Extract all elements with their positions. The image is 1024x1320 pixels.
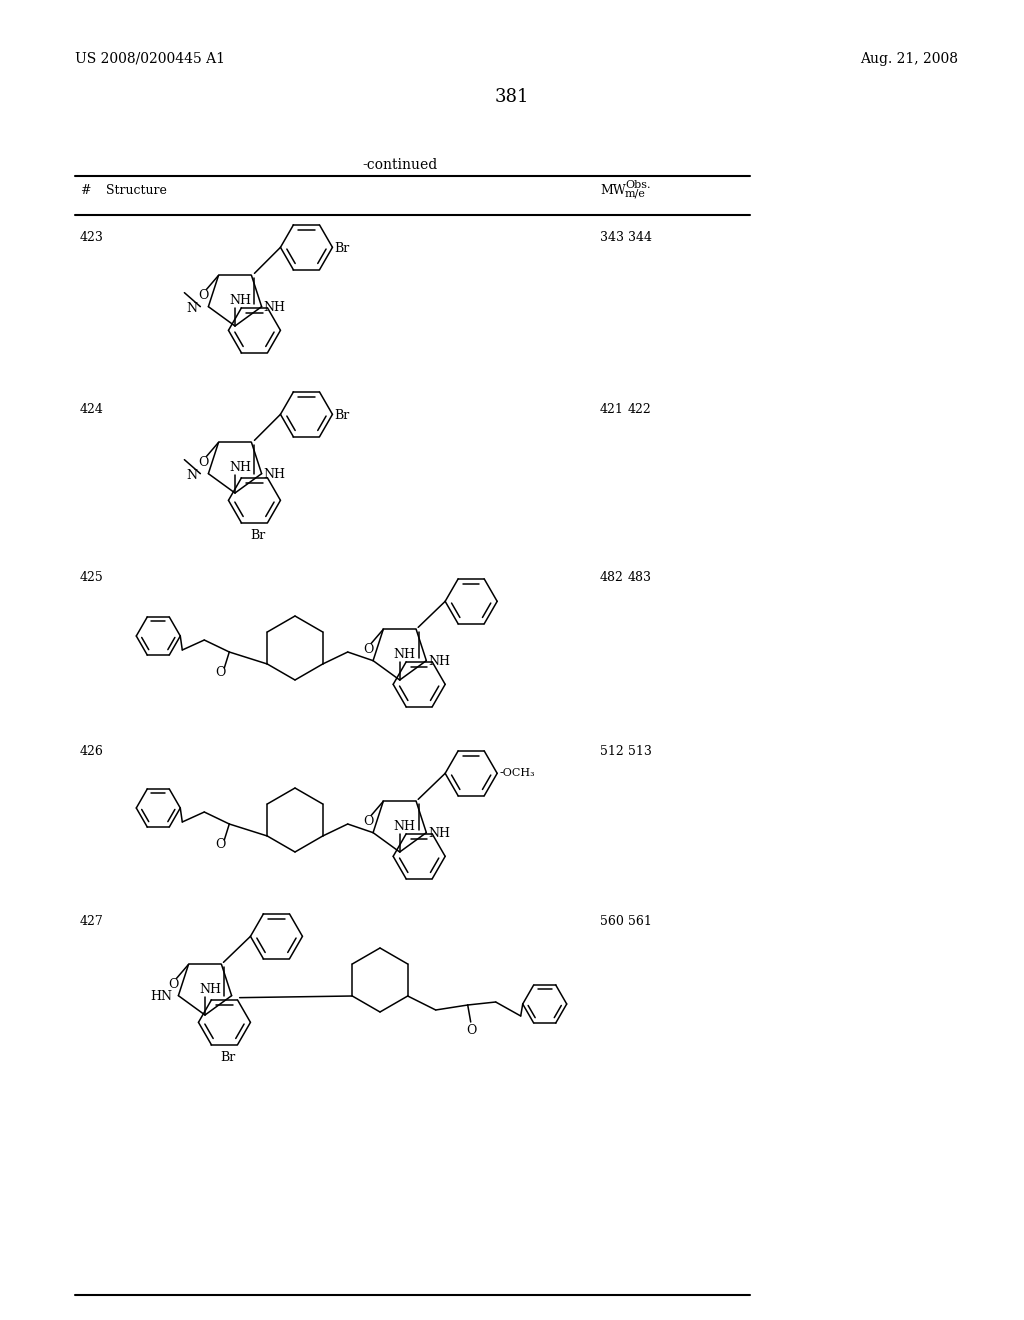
Text: NH: NH: [263, 467, 286, 480]
Text: Br: Br: [220, 1051, 236, 1064]
Text: NH: NH: [393, 820, 416, 833]
Text: NH: NH: [428, 826, 451, 840]
Text: NH: NH: [229, 461, 251, 474]
Text: US 2008/0200445 A1: US 2008/0200445 A1: [75, 51, 225, 66]
Text: Br: Br: [251, 529, 265, 543]
Text: 423: 423: [80, 231, 103, 244]
Text: 560: 560: [600, 915, 624, 928]
Text: 482: 482: [600, 572, 624, 583]
Text: NH: NH: [229, 294, 251, 308]
Text: Aug. 21, 2008: Aug. 21, 2008: [860, 51, 958, 66]
Text: 426: 426: [80, 744, 103, 758]
Text: 424: 424: [80, 403, 103, 416]
Text: 422: 422: [628, 403, 651, 416]
Text: MW: MW: [600, 183, 626, 197]
Text: O: O: [199, 289, 209, 302]
Text: 344: 344: [628, 231, 652, 244]
Text: N: N: [186, 469, 198, 482]
Text: 512: 512: [600, 744, 624, 758]
Text: NH: NH: [199, 983, 221, 997]
Text: N: N: [186, 302, 198, 314]
Text: O: O: [467, 1024, 477, 1038]
Text: 421: 421: [600, 403, 624, 416]
Text: 425: 425: [80, 572, 103, 583]
Text: O: O: [364, 643, 374, 656]
Text: 561: 561: [628, 915, 652, 928]
Text: NH: NH: [393, 648, 416, 661]
Text: O: O: [199, 457, 209, 470]
Text: 513: 513: [628, 744, 652, 758]
Text: Obs.: Obs.: [625, 180, 650, 190]
Text: -OCH₃: -OCH₃: [499, 768, 535, 779]
Text: -continued: -continued: [362, 158, 437, 172]
Text: NH: NH: [263, 301, 286, 314]
Text: m/e: m/e: [625, 187, 646, 198]
Text: O: O: [364, 816, 374, 829]
Text: 483: 483: [628, 572, 652, 583]
Text: O: O: [169, 978, 179, 991]
Text: 381: 381: [495, 88, 529, 106]
Text: 343: 343: [600, 231, 624, 244]
Text: #: #: [80, 183, 90, 197]
Text: NH: NH: [428, 655, 451, 668]
Text: O: O: [215, 667, 225, 678]
Text: Br: Br: [335, 243, 350, 255]
Text: Structure: Structure: [106, 183, 167, 197]
Text: Br: Br: [335, 409, 350, 422]
Text: HN: HN: [151, 990, 172, 1003]
Text: O: O: [215, 838, 225, 851]
Text: 427: 427: [80, 915, 103, 928]
